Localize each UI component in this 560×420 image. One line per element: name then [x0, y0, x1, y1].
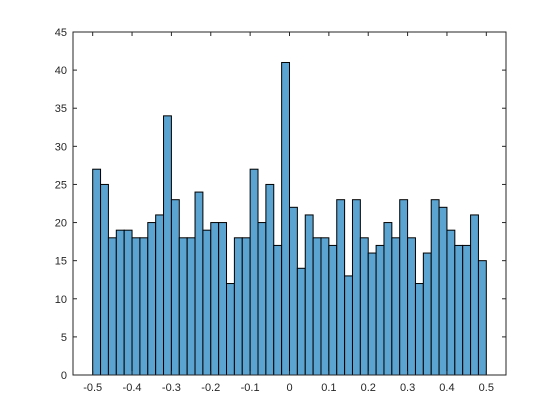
histogram-bar [477, 260, 487, 376]
histogram-bar [438, 206, 448, 376]
histogram-bar [391, 237, 401, 376]
histogram-bar [336, 199, 346, 376]
histogram-bar [210, 222, 220, 376]
histogram-bar [375, 244, 385, 376]
histogram-bar [226, 283, 235, 376]
histogram-bar [296, 267, 306, 376]
histogram-bar [100, 183, 109, 376]
x-tick-label: 0.1 [321, 382, 336, 394]
histogram-bar [407, 237, 416, 376]
histogram-bar [218, 222, 228, 376]
histogram-bar [265, 183, 275, 376]
x-tick-label: 0.2 [361, 382, 376, 394]
histogram-bar [115, 229, 125, 376]
y-tick-label: 0 [61, 370, 67, 382]
x-tick-label: -0.4 [123, 382, 142, 394]
histogram-bar [131, 237, 141, 376]
histogram-bar [422, 252, 432, 376]
histogram-bar [367, 252, 377, 376]
x-tick-label: -0.2 [201, 382, 220, 394]
histogram-bar [344, 275, 353, 376]
histogram-bar [186, 237, 196, 376]
x-tick-label: 0.3 [400, 382, 415, 394]
histogram-bar [241, 237, 251, 376]
histogram-bar [304, 214, 314, 376]
histogram-bar [320, 237, 330, 376]
y-tick-label: 25 [55, 179, 67, 191]
histogram-bar [147, 222, 157, 376]
histogram-bar [328, 244, 338, 376]
histogram-bar [312, 237, 322, 376]
y-tick-label: 15 [55, 256, 67, 268]
histogram-bar [233, 237, 243, 376]
x-tick-label: 0.4 [439, 382, 454, 394]
histogram-bar [170, 199, 180, 376]
y-tick-label: 30 [55, 141, 67, 153]
histogram-bar [194, 191, 204, 376]
histogram-bar [163, 115, 172, 376]
histogram-bar [273, 244, 283, 376]
histogram-bar [414, 283, 424, 376]
histogram-bar [178, 237, 188, 376]
histogram-bar [470, 214, 479, 376]
y-axis: 0 5 10 15 20 25 30 35 40 45 [55, 27, 506, 382]
y-tick-label: 5 [61, 332, 67, 344]
histogram-bar [249, 168, 259, 376]
histogram-bar [462, 244, 472, 376]
y-tick-label: 45 [55, 27, 67, 39]
histogram-bar [281, 61, 290, 376]
histogram-bar [351, 199, 361, 376]
histogram-bar [289, 206, 298, 376]
y-tick-label: 20 [55, 218, 67, 230]
histogram-bar [454, 244, 464, 376]
y-tick-label: 35 [55, 103, 67, 115]
histogram-bar [359, 237, 369, 376]
histogram-bar [123, 229, 133, 376]
histogram-bar [92, 168, 102, 376]
histogram-bar [107, 237, 117, 376]
histogram-bar [155, 214, 165, 376]
x-tick-label: 0.5 [479, 382, 494, 394]
histogram-bar [383, 222, 393, 376]
x-axis: -0.5 -0.4 -0.3 -0.2 -0.1 0 0.1 0.2 0.3 0.4 0.5 [83, 32, 494, 394]
x-tick-label: -0.1 [241, 382, 260, 394]
histogram-bar [446, 229, 456, 376]
x-tick-label: 0 [286, 382, 292, 394]
histogram-bar [139, 237, 149, 376]
y-tick-label: 40 [55, 65, 67, 77]
x-tick-label: -0.5 [83, 382, 102, 394]
x-tick-label: -0.3 [162, 382, 181, 394]
histogram-bar [257, 222, 267, 376]
y-tick-label: 10 [55, 294, 67, 306]
histogram-bar [399, 199, 409, 376]
histogram-bar [430, 199, 440, 376]
histogram-bar [202, 229, 212, 376]
